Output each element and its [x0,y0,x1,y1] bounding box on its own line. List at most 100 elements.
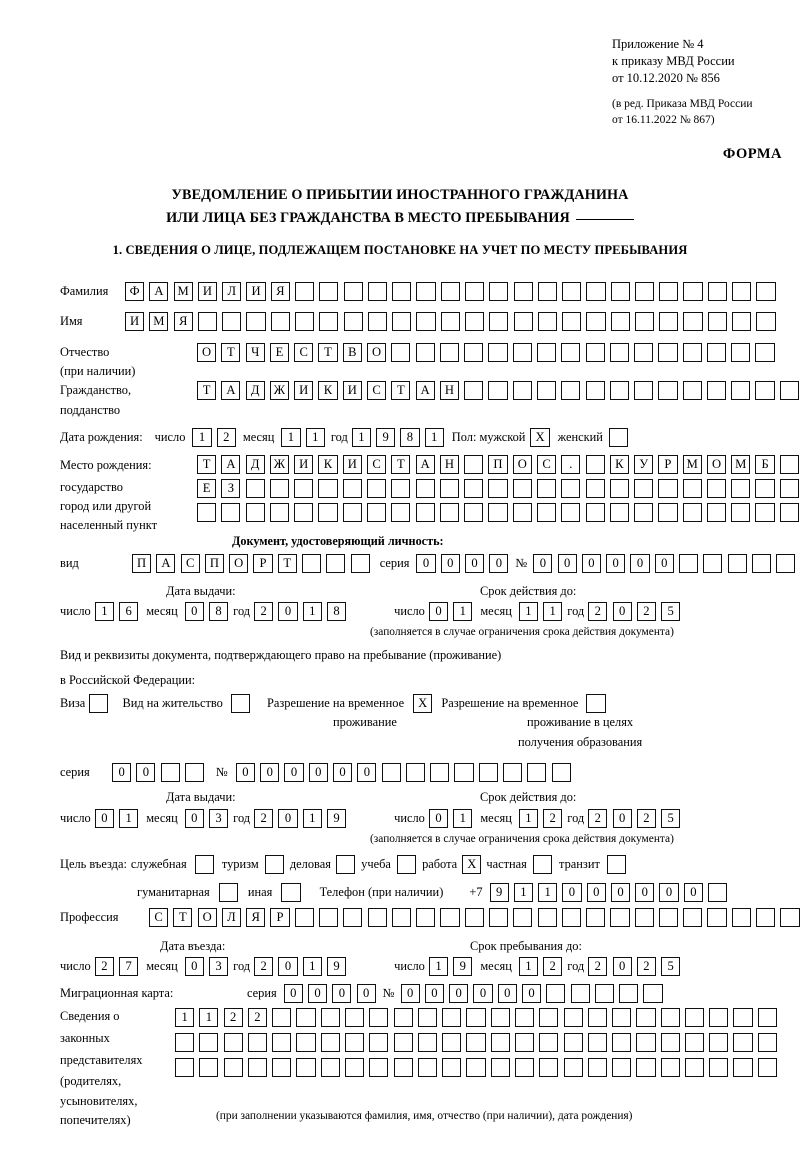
char-cell[interactable] [636,1008,656,1028]
char-cell[interactable] [609,381,629,401]
char-cell[interactable] [478,763,498,783]
char-cell[interactable] [222,312,242,332]
char-cell[interactable] [733,1008,753,1028]
char-cell[interactable] [318,479,338,499]
char-cell[interactable] [512,381,532,401]
char-cell[interactable] [415,479,435,499]
char-cell[interactable] [342,503,362,523]
char-cell[interactable] [733,1058,753,1078]
char-cell[interactable]: 2 [254,602,274,622]
char-cell[interactable] [381,763,401,783]
char-cell[interactable]: 0 [278,809,298,829]
char-cell[interactable]: О [706,455,727,475]
char-cell[interactable] [536,343,557,363]
char-cell[interactable] [585,381,605,401]
char-cell[interactable] [393,1058,413,1078]
char-cell[interactable]: 1 [281,428,301,448]
char-cell[interactable]: Д [245,455,265,475]
char-cell[interactable]: И [294,455,314,475]
char-cell[interactable] [684,1058,705,1078]
char-cell[interactable]: А [221,455,241,475]
char-cell[interactable]: К [318,381,338,401]
char-cell[interactable]: 0 [683,883,703,903]
char-cell[interactable] [563,1008,583,1028]
char-cell[interactable]: А [156,554,176,574]
char-cell[interactable] [296,1008,316,1028]
char-cell[interactable] [367,908,387,928]
char-cell[interactable]: С [180,554,200,574]
char-cell[interactable] [514,1033,535,1053]
char-cell[interactable] [269,503,290,523]
char-cell[interactable] [731,343,751,363]
char-cell[interactable]: 1 [119,809,139,829]
char-cell[interactable]: Т [277,554,297,574]
char-cell[interactable]: 1 [518,809,539,829]
char-cell[interactable]: Т [391,381,411,401]
char-cell[interactable] [634,312,655,332]
char-cell[interactable] [537,282,557,302]
char-cell[interactable] [344,1058,365,1078]
char-cell[interactable]: 0 [533,554,553,574]
char-cell[interactable] [294,312,315,332]
char-cell[interactable] [318,503,338,523]
char-cell[interactable] [343,908,363,928]
char-cell[interactable] [488,908,509,928]
char-cell[interactable] [780,908,800,928]
char-cell[interactable] [756,908,776,928]
char-cell[interactable]: 2 [223,1008,243,1028]
char-cell[interactable]: 0 [278,602,298,622]
char-cell[interactable] [391,479,411,499]
char-cell[interactable] [731,381,751,401]
char-cell[interactable] [342,479,362,499]
char-cell[interactable] [197,503,217,523]
char-cell[interactable]: 1 [351,428,371,448]
purpose-work-checkbox[interactable]: X [462,855,482,875]
char-cell[interactable] [634,343,654,363]
char-cell[interactable]: Р [270,908,290,928]
char-cell[interactable]: 1 [175,1008,195,1028]
char-cell[interactable] [367,282,387,302]
char-cell[interactable]: О [197,908,217,928]
char-cell[interactable]: 0 [521,984,542,1004]
char-cell[interactable] [466,1033,486,1053]
char-cell[interactable] [561,343,581,363]
char-cell[interactable] [417,1008,437,1028]
char-cell[interactable]: У [634,455,654,475]
char-cell[interactable]: 0 [278,957,298,977]
representatives-row-2-grid[interactable] [175,1033,777,1053]
char-cell[interactable]: 3 [208,809,229,829]
char-cell[interactable]: 0 [659,883,679,903]
char-cell[interactable] [727,554,747,574]
char-cell[interactable] [490,1033,510,1053]
char-cell[interactable]: З [221,479,241,499]
char-cell[interactable]: 1 [543,602,563,622]
char-cell[interactable] [464,343,484,363]
char-cell[interactable] [779,455,799,475]
char-cell[interactable]: Я [173,312,193,332]
char-cell[interactable]: 0 [606,554,626,574]
char-cell[interactable] [246,312,266,332]
char-cell[interactable]: С [366,455,387,475]
purpose-study-checkbox[interactable] [396,855,417,875]
char-cell[interactable] [417,1058,437,1078]
char-cell[interactable] [587,1033,607,1053]
char-cell[interactable] [199,1058,219,1078]
char-cell[interactable]: 0 [332,763,353,783]
char-cell[interactable]: 1 [305,428,325,448]
char-cell[interactable]: 2 [247,1008,268,1028]
char-cell[interactable] [612,1058,632,1078]
char-cell[interactable] [757,1008,777,1028]
char-cell[interactable]: Ч [245,343,265,363]
char-cell[interactable]: 9 [326,809,347,829]
char-cell[interactable]: 0 [184,602,204,622]
char-cell[interactable]: 0 [332,984,352,1004]
char-cell[interactable] [658,479,678,499]
char-cell[interactable]: Т [197,455,217,475]
char-cell[interactable] [319,312,339,332]
